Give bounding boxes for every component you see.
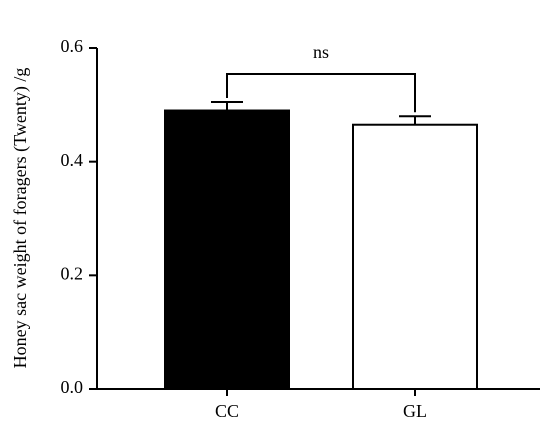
y-axis-label: Honey sac weight of foragers (Twenty) /g [10, 68, 31, 369]
bar [164, 109, 290, 391]
y-tick-label: 0.2 [61, 263, 84, 283]
significance-bracket [226, 72, 416, 113]
y-tick-label: 0.6 [61, 36, 84, 56]
bar [352, 123, 478, 390]
x-tick-label: GL [403, 401, 427, 421]
y-tick-label: 0.4 [61, 150, 84, 170]
significance-label: ns [313, 42, 329, 62]
y-tick-label: 0.0 [61, 377, 84, 397]
error-bar [211, 100, 243, 111]
error-bar [399, 115, 431, 125]
x-tick-label: CC [215, 401, 239, 421]
